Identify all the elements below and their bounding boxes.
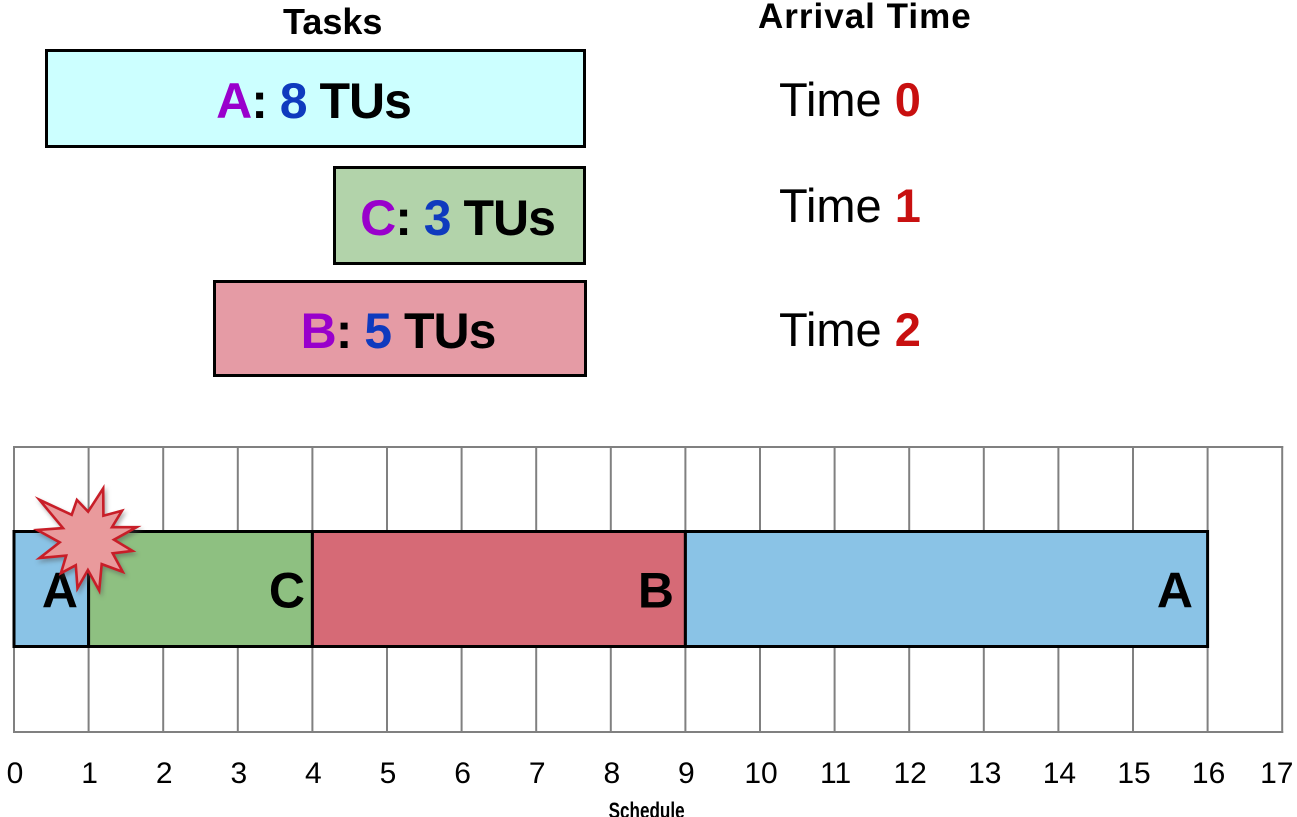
svg-text:B: B (638, 563, 674, 619)
svg-text:3: 3 (230, 757, 247, 790)
svg-text:A: A (42, 563, 78, 619)
svg-text:4: 4 (305, 757, 322, 790)
svg-text:15: 15 (1117, 757, 1150, 790)
svg-text:A: A (1157, 563, 1193, 619)
svg-text:10: 10 (744, 757, 777, 790)
svg-text:C: C (269, 563, 305, 619)
svg-text:5: 5 (380, 757, 397, 790)
svg-text:2: 2 (156, 757, 173, 790)
svg-text:12: 12 (894, 757, 927, 790)
svg-text:14: 14 (1043, 757, 1076, 790)
svg-text:1: 1 (81, 757, 98, 790)
svg-text:16: 16 (1192, 757, 1225, 790)
svg-text:17: 17 (1260, 757, 1293, 790)
svg-text:0: 0 (7, 757, 24, 790)
svg-text:11: 11 (820, 757, 851, 790)
svg-text:13: 13 (968, 757, 1001, 790)
svg-text:Schedule: Schedule (609, 797, 685, 817)
svg-text:7: 7 (529, 757, 546, 790)
svg-text:6: 6 (454, 757, 471, 790)
svg-text:8: 8 (603, 757, 620, 790)
svg-text:9: 9 (678, 757, 695, 790)
